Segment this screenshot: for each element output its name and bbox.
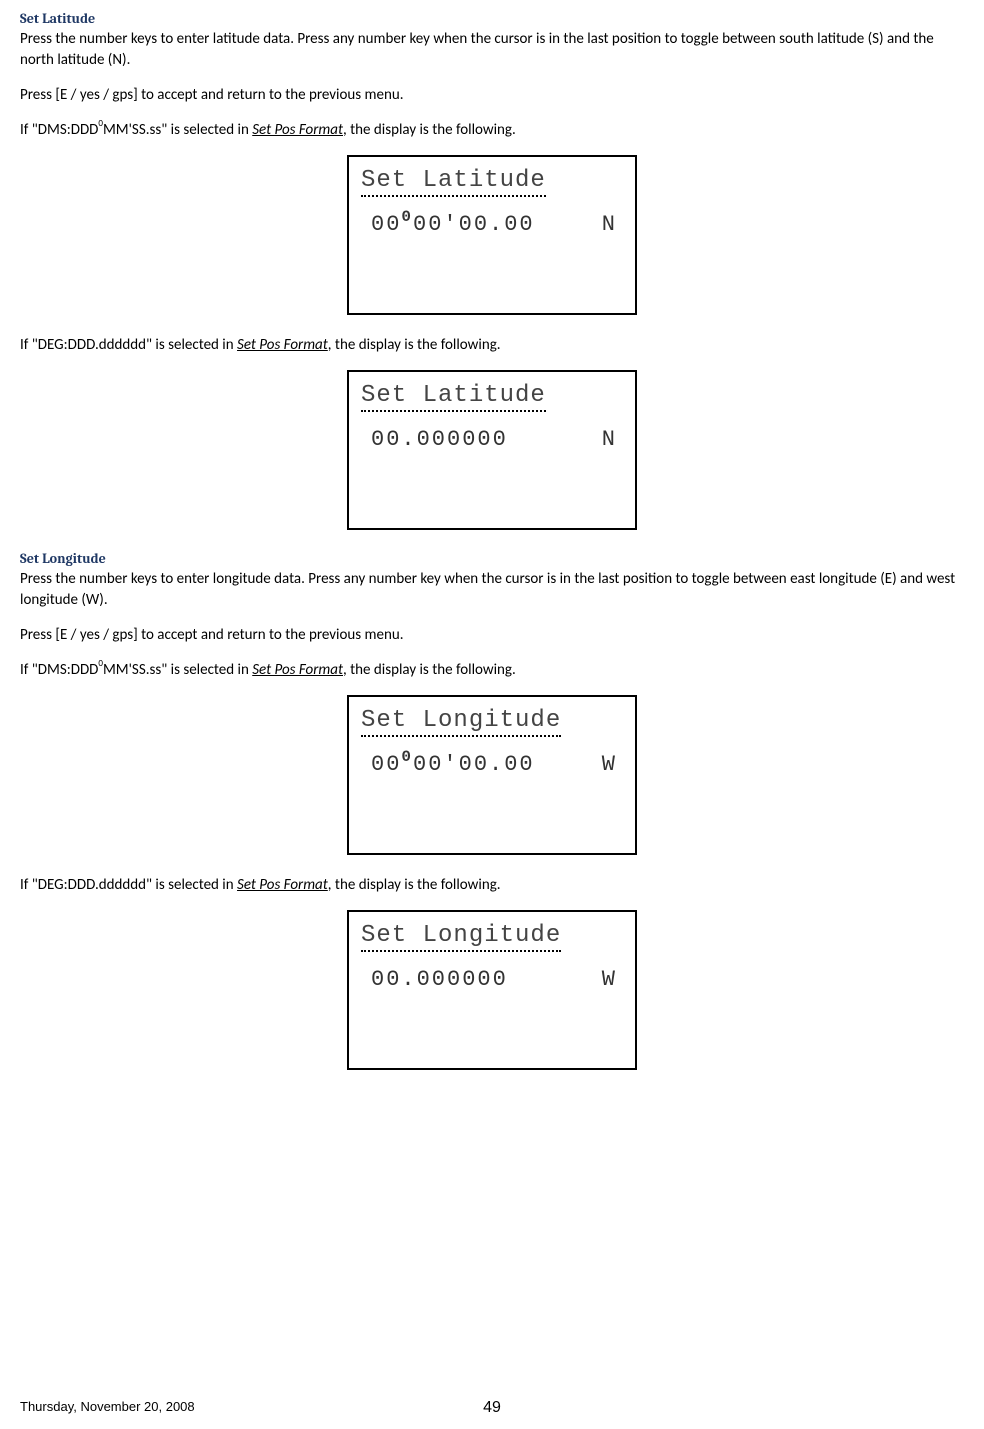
text: , the display is the following. (328, 876, 501, 894)
heading-set-latitude: Set Latitude (20, 10, 964, 27)
display-title: Set Latitude (361, 167, 546, 194)
link-set-pos-format: Set Pos Format (252, 661, 343, 679)
text: If "DEG:DDD.dddddd" is selected in (20, 876, 237, 894)
display-box-lon-deg: Set Longitude 00.000000 W (347, 910, 637, 1070)
paragraph: If "DMS:DDD0MM'SS.ss" is selected in Set… (20, 120, 964, 141)
text: MM'SS.ss" is selected in (103, 661, 252, 679)
paragraph: Press [E / yes / gps] to accept and retu… (20, 625, 964, 646)
paragraph: If "DMS:DDD0MM'SS.ss" is selected in Set… (20, 660, 964, 681)
link-set-pos-format: Set Pos Format (237, 336, 328, 354)
display-title: Set Longitude (361, 707, 561, 734)
display-value: 00.000000 W (361, 967, 623, 992)
text: If "DMS:DDD (20, 121, 98, 139)
display-value: 00000'00.00 W (361, 752, 623, 777)
text: MM'SS.ss" is selected in (103, 121, 252, 139)
text: If "DMS:DDD (20, 661, 98, 679)
display-direction: N (602, 427, 617, 452)
display-value: 00.000000 N (361, 427, 623, 452)
paragraph: If "DEG:DDD.dddddd" is selected in Set P… (20, 875, 964, 896)
text: , the display is the following. (328, 336, 501, 354)
link-set-pos-format: Set Pos Format (252, 121, 343, 139)
display-title: Set Longitude (361, 922, 561, 949)
footer-page-number: 49 (483, 1399, 501, 1417)
paragraph: If "DEG:DDD.dddddd" is selected in Set P… (20, 335, 964, 356)
display-value: 00000'00.00 N (361, 212, 623, 237)
page-footer: Thursday, November 20, 2008 49 (20, 1399, 964, 1414)
display-direction: W (602, 967, 617, 992)
superscript: 0 (98, 658, 103, 669)
display-box-lon-dms: Set Longitude 00000'00.00 W (347, 695, 637, 855)
text: , the display is the following. (343, 121, 516, 139)
paragraph: Press the number keys to enter latitude … (20, 29, 964, 71)
heading-set-longitude: Set Longitude (20, 550, 964, 567)
display-title: Set Latitude (361, 382, 546, 409)
text: If "DEG:DDD.dddddd" is selected in (20, 336, 237, 354)
display-direction: N (602, 212, 617, 237)
footer-date: Thursday, November 20, 2008 (20, 1399, 195, 1414)
display-box-lat-deg: Set Latitude 00.000000 N (347, 370, 637, 530)
display-direction: W (602, 752, 617, 777)
link-set-pos-format: Set Pos Format (237, 876, 328, 894)
text: , the display is the following. (343, 661, 516, 679)
paragraph: Press the number keys to enter longitude… (20, 569, 964, 611)
paragraph: Press [E / yes / gps] to accept and retu… (20, 85, 964, 106)
display-box-lat-dms: Set Latitude 00000'00.00 N (347, 155, 637, 315)
superscript: 0 (98, 118, 103, 129)
